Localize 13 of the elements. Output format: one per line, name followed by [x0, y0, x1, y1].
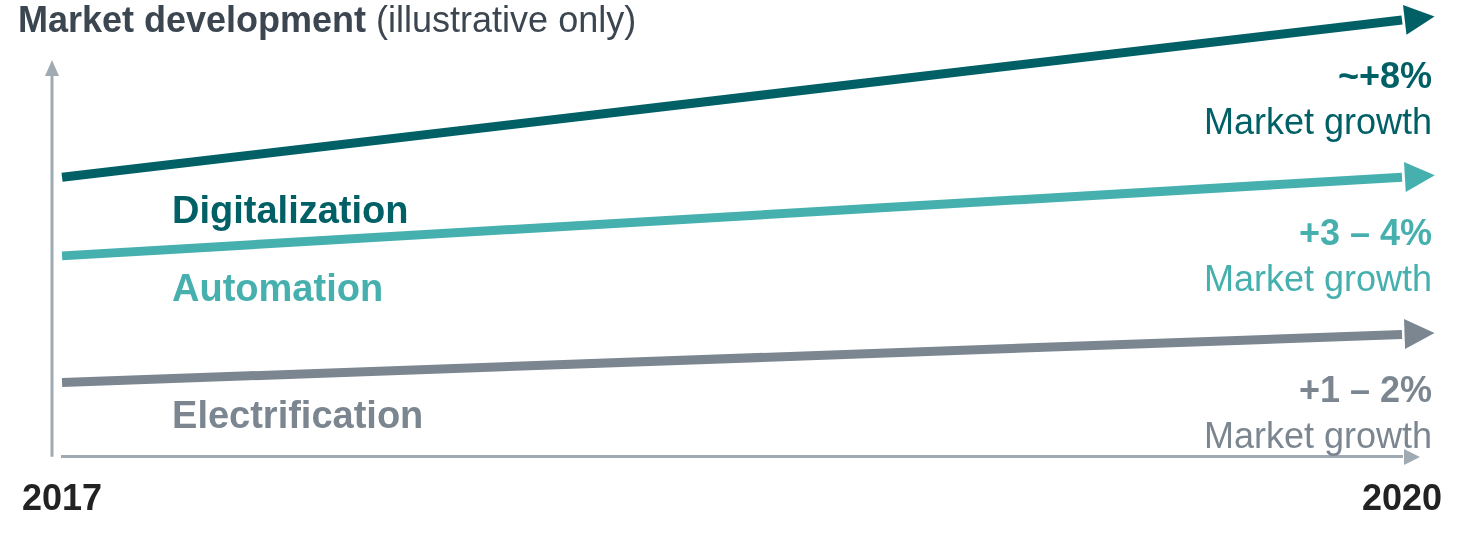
annotation: +1 – 2% — [1298, 369, 1432, 411]
x-tick-label: 2020 — [1361, 477, 1443, 519]
series-label: Digitalization — [172, 188, 409, 231]
annotation: Market growth — [1203, 258, 1432, 300]
x-tick-label: 2017 — [22, 477, 103, 519]
annotation: +3 – 4% — [1298, 212, 1432, 254]
series-label: Automation — [172, 267, 384, 310]
annotation: Market growth — [1203, 415, 1432, 457]
series-label: Electrification — [172, 394, 424, 437]
chart-title: Market development — [18, 0, 367, 40]
annotation: Market growth — [1203, 100, 1432, 142]
chart-subtitle: (illustrative only) — [376, 0, 637, 40]
annotation: ~+8% — [1337, 54, 1432, 96]
